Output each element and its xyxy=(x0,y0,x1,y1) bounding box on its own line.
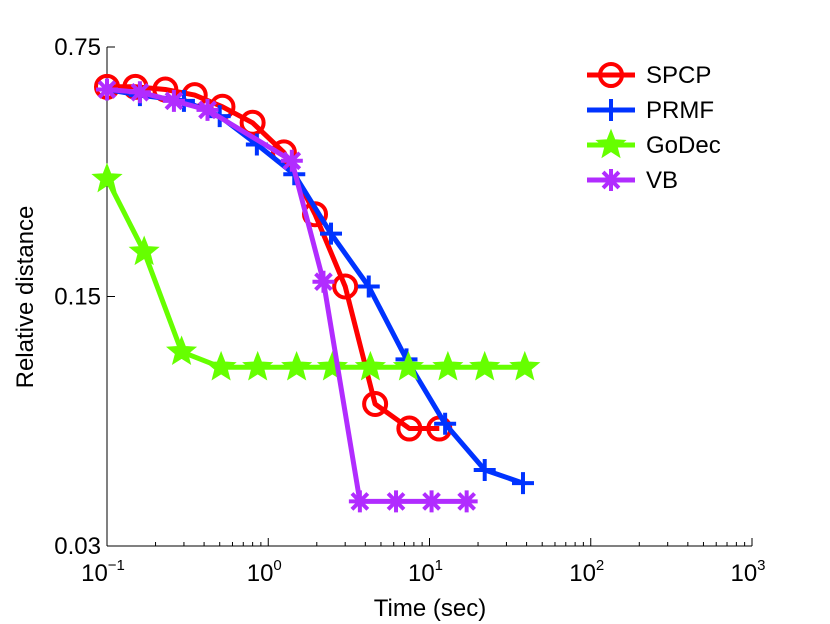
asterisk-marker xyxy=(196,98,219,121)
star-marker xyxy=(91,162,123,193)
legend-item-vb: VB xyxy=(587,167,678,194)
star-marker xyxy=(595,128,627,159)
y-tick-label: 0.75 xyxy=(54,34,101,61)
series-godec xyxy=(91,162,541,381)
plus-marker xyxy=(434,412,457,435)
series-line xyxy=(106,87,467,504)
legend-item-spcp: SPCP xyxy=(587,62,711,89)
star-marker xyxy=(281,350,313,381)
circle-marker xyxy=(332,273,359,300)
star-marker xyxy=(128,235,160,266)
circle-marker xyxy=(362,390,389,417)
circle-marker xyxy=(598,62,624,88)
asterisk-marker xyxy=(128,81,151,104)
star-marker xyxy=(469,350,501,381)
plus-marker xyxy=(511,472,534,495)
asterisk-marker xyxy=(280,149,303,172)
series-prmf xyxy=(96,78,534,495)
legend-item-godec: GoDec xyxy=(587,128,721,159)
y-tick-label: 0.15 xyxy=(54,284,101,311)
legend-item-prmf: PRMF xyxy=(587,97,714,124)
x-tick-label: 101 xyxy=(408,557,443,587)
circle-marker xyxy=(239,109,266,136)
series-line xyxy=(107,84,440,431)
star-marker xyxy=(509,350,541,381)
legend-label: GoDec xyxy=(646,132,721,159)
asterisk-marker xyxy=(96,78,118,101)
asterisk-marker xyxy=(348,490,371,513)
x-axis-label: Time (sec) xyxy=(374,595,486,622)
series-line xyxy=(106,87,524,486)
plus-marker xyxy=(320,222,343,245)
legend: SPCP PRMF GoDec VB xyxy=(587,62,721,194)
star-marker xyxy=(166,335,198,366)
asterisk-marker xyxy=(420,490,443,513)
circle-marker xyxy=(396,415,423,442)
x-tick-label: 103 xyxy=(730,557,765,587)
star-marker xyxy=(354,350,387,381)
plus-marker xyxy=(600,99,622,121)
plus-marker xyxy=(357,275,380,298)
asterisk-marker xyxy=(455,490,478,513)
legend-label: SPCP xyxy=(646,62,711,89)
legend-label: VB xyxy=(646,167,678,194)
plus-marker xyxy=(473,458,496,481)
asterisk-marker xyxy=(600,169,622,191)
y-tick-label: 0.03 xyxy=(54,533,101,560)
star-marker xyxy=(432,350,464,381)
x-tick-label: 102 xyxy=(569,557,604,587)
asterisk-marker xyxy=(162,89,185,112)
star-marker xyxy=(205,350,237,381)
star-marker xyxy=(316,350,349,381)
x-tick-label: 10−1 xyxy=(81,557,125,587)
x-tick-label: 100 xyxy=(247,557,282,587)
plot-series xyxy=(91,73,541,513)
star-marker xyxy=(242,350,274,381)
star-marker xyxy=(392,350,425,381)
asterisk-marker xyxy=(312,270,335,293)
series-vb xyxy=(96,78,478,513)
y-axis-label: Relative distance xyxy=(12,206,39,389)
asterisk-marker xyxy=(385,490,408,513)
legend-label: PRMF xyxy=(646,97,714,124)
